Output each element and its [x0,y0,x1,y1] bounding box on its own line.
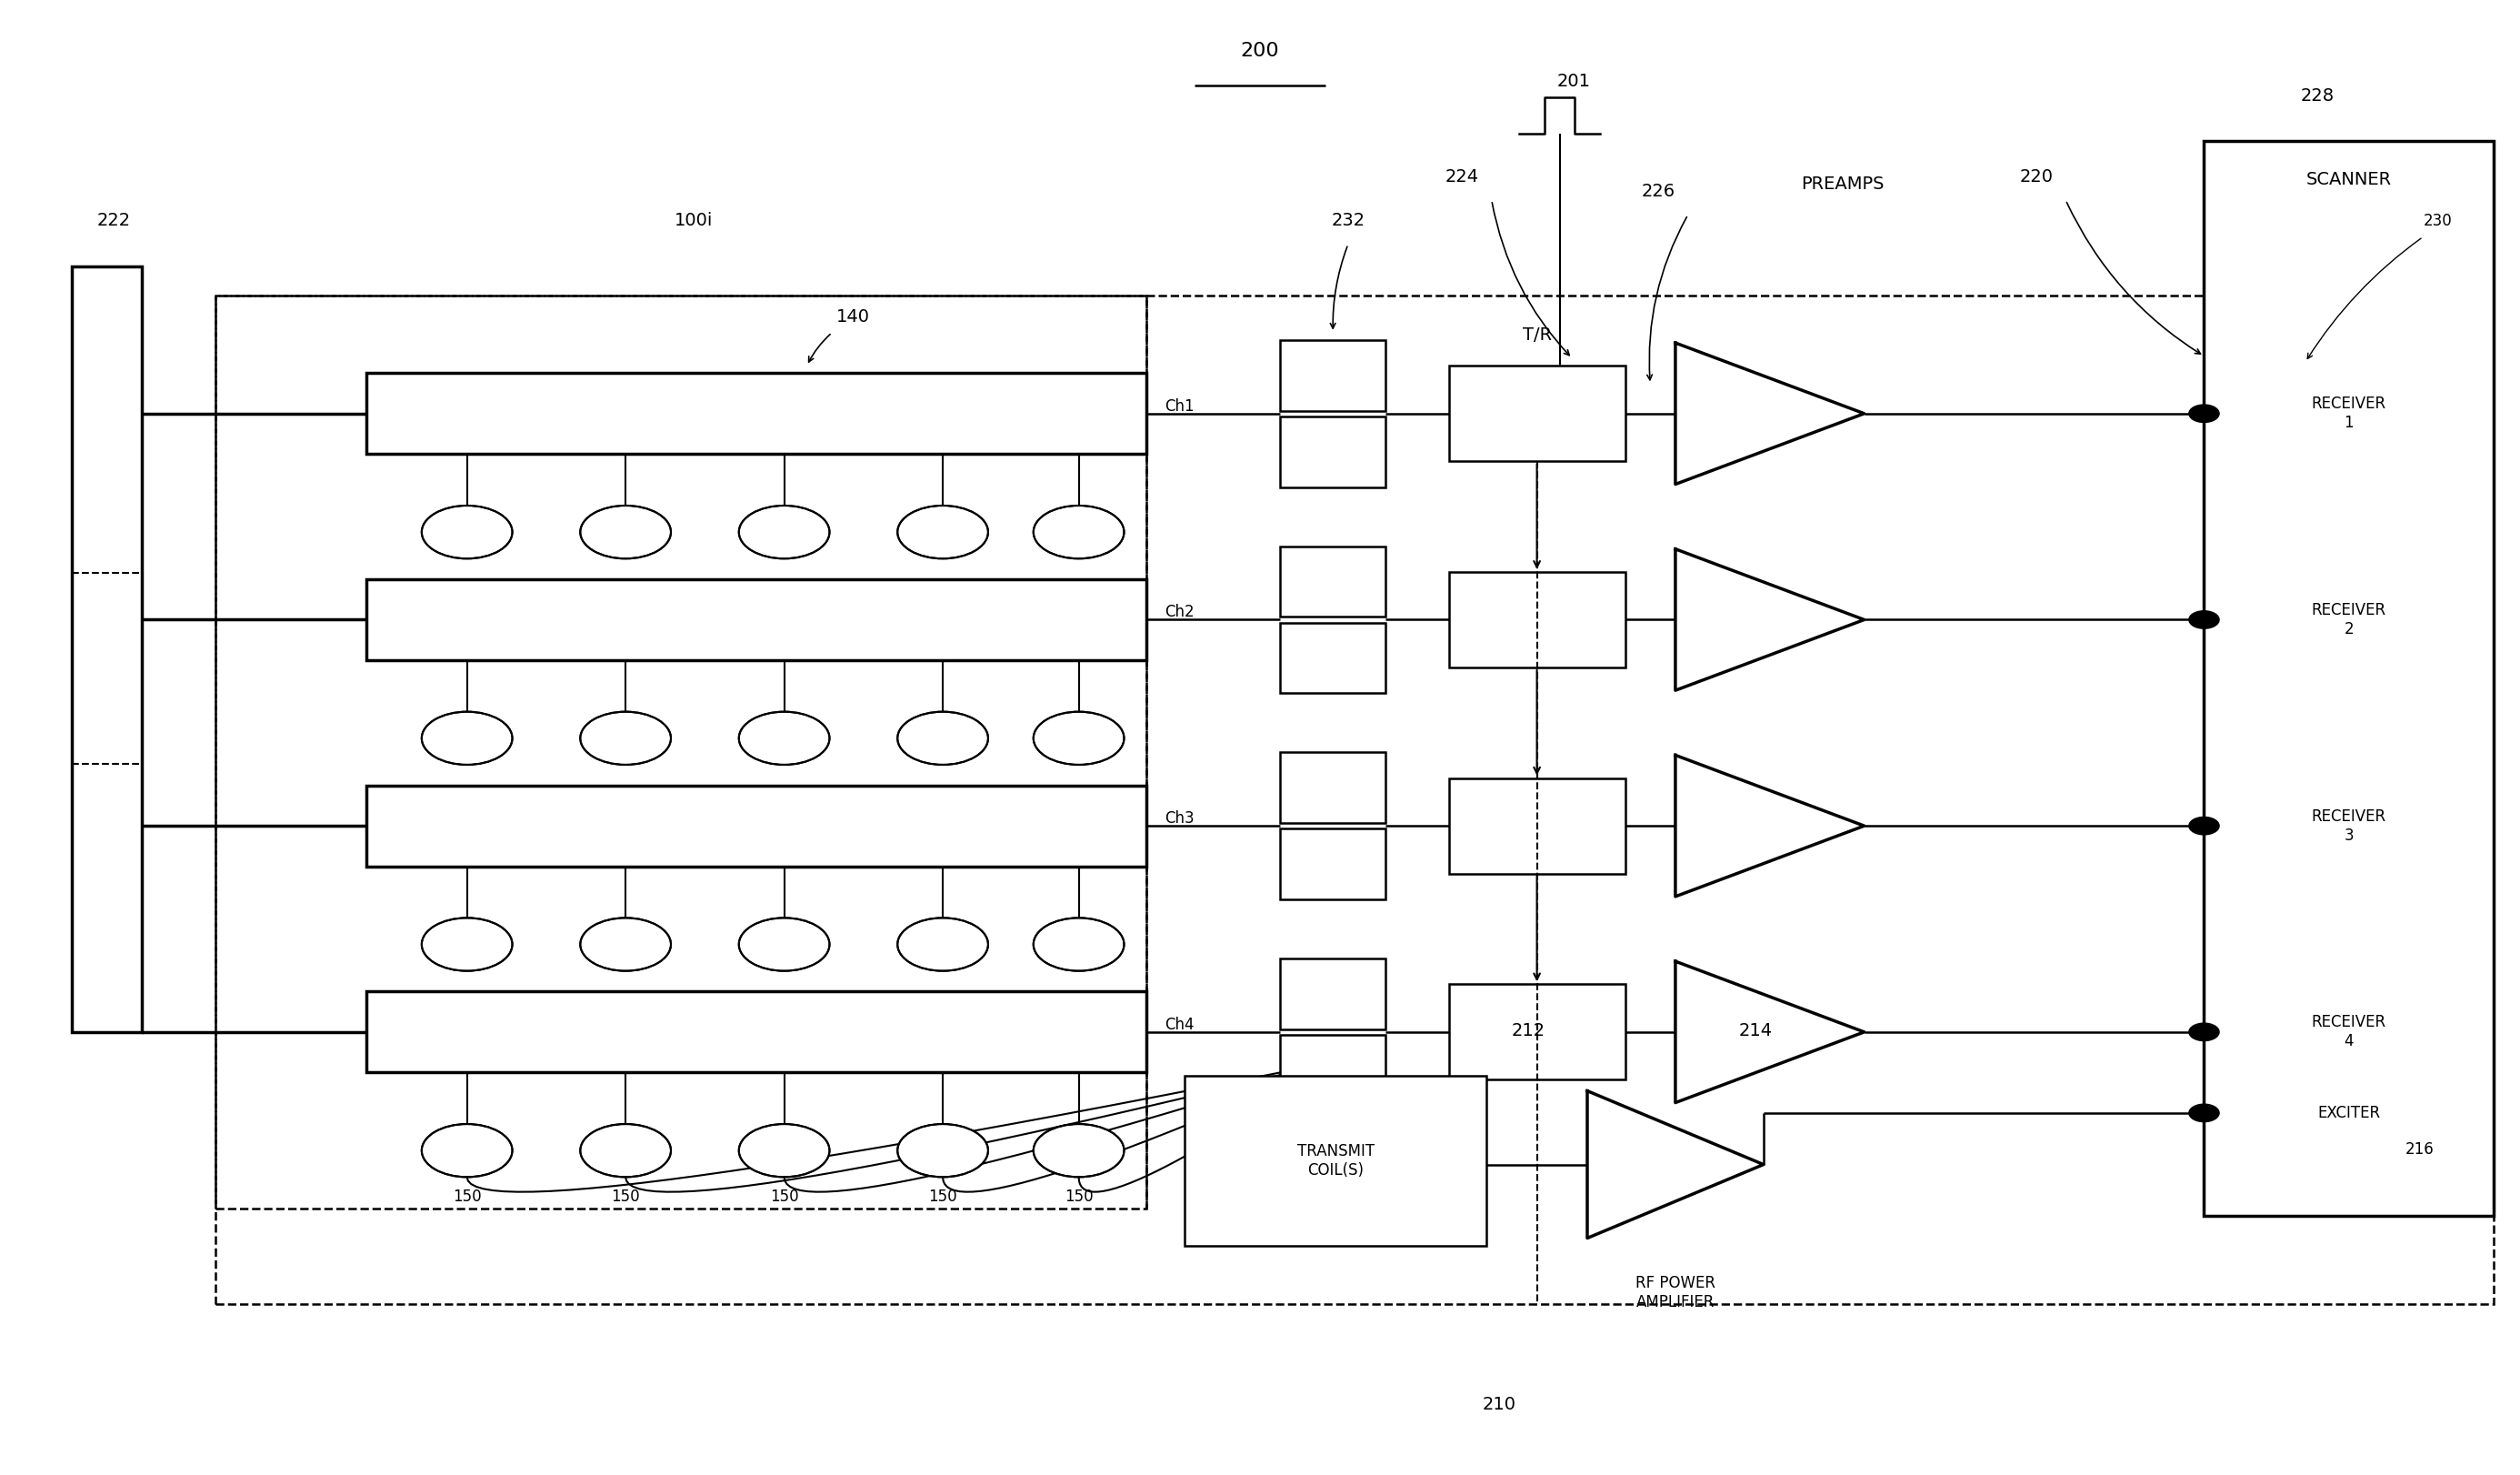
Circle shape [421,712,512,764]
Bar [1449,984,1625,1080]
Circle shape [580,1124,670,1177]
Bar [1449,777,1625,873]
Text: EXCITER: EXCITER [2318,1105,2381,1121]
Text: 222: 222 [96,212,131,230]
Polygon shape [1588,1092,1764,1238]
Circle shape [897,506,988,559]
Circle shape [738,917,829,971]
Text: 212: 212 [1512,1022,1545,1040]
Text: PREAMPS: PREAMPS [1802,176,1885,193]
Text: 150: 150 [769,1189,799,1205]
Bar [214,296,2495,1304]
Polygon shape [1676,549,1865,690]
Text: 230: 230 [2424,212,2452,230]
Circle shape [421,506,512,559]
Polygon shape [1676,755,1865,897]
Text: 150: 150 [927,1189,958,1205]
Text: 100i: 100i [675,212,713,230]
Text: 150: 150 [454,1189,481,1205]
Bar [1280,1035,1386,1106]
Circle shape [1033,1124,1124,1177]
Bar [365,991,1147,1072]
Circle shape [2190,1105,2220,1122]
Text: RECEIVER
1: RECEIVER 1 [2311,395,2386,431]
Text: 228: 228 [2301,87,2334,105]
Text: SCANNER: SCANNER [2306,171,2391,187]
Bar [214,296,1147,1208]
Text: Ch1: Ch1 [1164,398,1194,414]
Circle shape [2190,817,2220,835]
Circle shape [421,1124,512,1177]
Circle shape [897,712,988,764]
Circle shape [421,917,512,971]
Circle shape [580,506,670,559]
Bar [2205,142,2495,1215]
Bar [1280,622,1386,693]
Text: 140: 140 [837,308,869,325]
Text: Ch2: Ch2 [1164,605,1194,621]
Circle shape [1033,712,1124,764]
Polygon shape [1676,962,1865,1103]
Text: Ch4: Ch4 [1164,1016,1194,1033]
Bar [1449,366,1625,462]
Circle shape [738,506,829,559]
Circle shape [2190,1024,2220,1041]
Text: 200: 200 [1240,41,1280,60]
Text: RECEIVER
4: RECEIVER 4 [2311,1015,2386,1050]
Bar [365,785,1147,866]
Circle shape [580,917,670,971]
Circle shape [897,917,988,971]
Text: 214: 214 [1739,1022,1772,1040]
Bar [365,373,1147,454]
Circle shape [1033,506,1124,559]
Text: 210: 210 [1482,1395,1517,1413]
Text: 226: 226 [1641,183,1676,201]
Text: RECEIVER
2: RECEIVER 2 [2311,602,2386,637]
Text: RF POWER
AMPLIFIER: RF POWER AMPLIFIER [1635,1274,1716,1310]
Bar [1184,1077,1487,1245]
Text: Ch3: Ch3 [1164,810,1194,826]
Text: 201: 201 [1557,72,1590,90]
Circle shape [738,1124,829,1177]
Circle shape [580,712,670,764]
Circle shape [1033,917,1124,971]
Bar [1280,752,1386,823]
Text: 224: 224 [1446,168,1479,186]
Bar [1280,416,1386,487]
Text: TRANSMIT
COIL(S): TRANSMIT COIL(S) [1298,1143,1373,1179]
Text: RECEIVER
3: RECEIVER 3 [2311,808,2386,844]
Text: 216: 216 [2407,1142,2434,1158]
Circle shape [2190,404,2220,422]
Circle shape [2190,611,2220,628]
Text: 220: 220 [2019,168,2054,186]
Text: 150: 150 [1063,1189,1094,1205]
Text: T/R: T/R [1522,326,1552,344]
Text: 232: 232 [1331,212,1366,230]
Bar [1280,959,1386,1030]
Bar [71,267,141,1032]
Bar [1280,546,1386,617]
Circle shape [897,1124,988,1177]
Polygon shape [1676,342,1865,484]
Bar [1449,572,1625,668]
Bar [1280,339,1386,410]
Bar [1280,829,1386,900]
Text: 150: 150 [612,1189,640,1205]
Bar [365,580,1147,661]
Circle shape [738,712,829,764]
